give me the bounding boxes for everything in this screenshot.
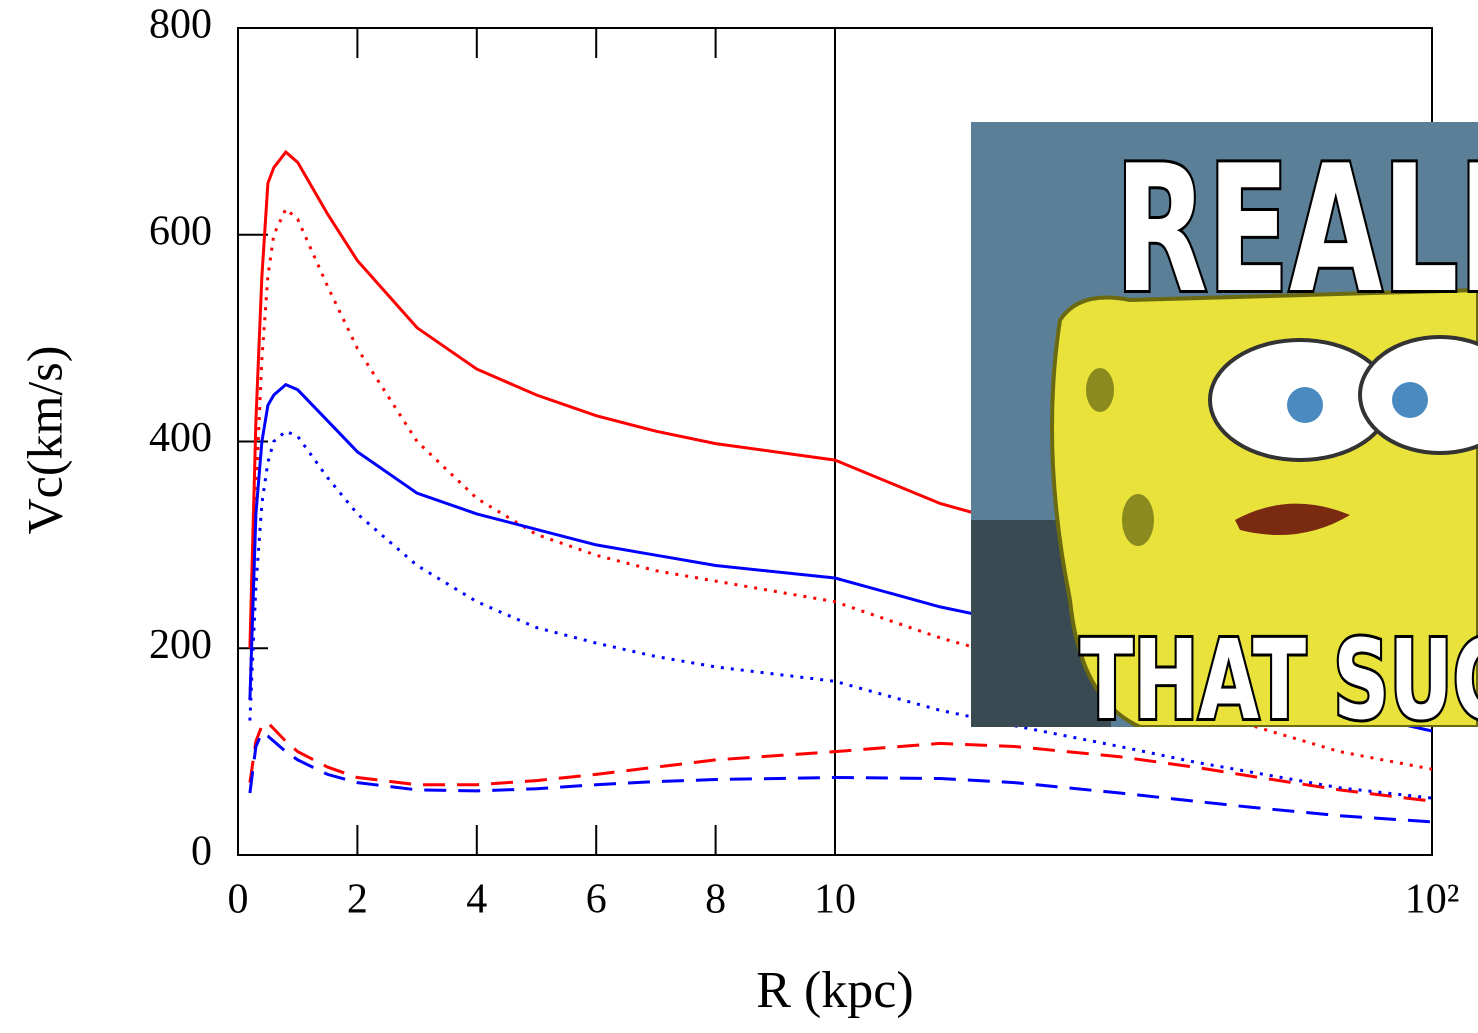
x-tick-label: 4: [466, 877, 487, 923]
meme-pupil: [1392, 382, 1428, 418]
y-tick-label: 400: [149, 415, 212, 461]
y-tick-label: 800: [149, 2, 212, 48]
x-tick-label: 0: [228, 877, 249, 923]
x-tick-label: 8: [705, 877, 726, 923]
plot-area: 0 200 400 600 800 0 2 4 6 8 10 10²: [149, 2, 1459, 923]
series-line: [248, 206, 1433, 771]
meme-spot: [1122, 494, 1154, 546]
meme-image: REALL THAT SUC: [971, 122, 1478, 744]
meme-pupil: [1287, 387, 1323, 423]
x-tick-label: 10²: [1405, 877, 1460, 923]
x-tick-label: 6: [586, 877, 607, 923]
y-tick-label: 200: [149, 622, 212, 668]
series-line: [248, 429, 1433, 800]
meme-top-text: REALL: [1115, 129, 1478, 332]
series-line: [248, 730, 1433, 824]
x-tick-label: 2: [347, 877, 368, 923]
meme-mouth: [1235, 503, 1350, 535]
series-line: [248, 720, 1433, 803]
y-axis-label: Vc(km/s): [16, 346, 72, 535]
x-axis-label: R (kpc): [756, 962, 913, 1019]
meme-bottom-text: THAT SUC: [1080, 616, 1478, 744]
meme-spot: [1086, 368, 1114, 412]
y-tick-label: 600: [149, 208, 212, 254]
x-tick-label: 10: [814, 877, 856, 923]
y-tick-label: 0: [191, 829, 212, 875]
